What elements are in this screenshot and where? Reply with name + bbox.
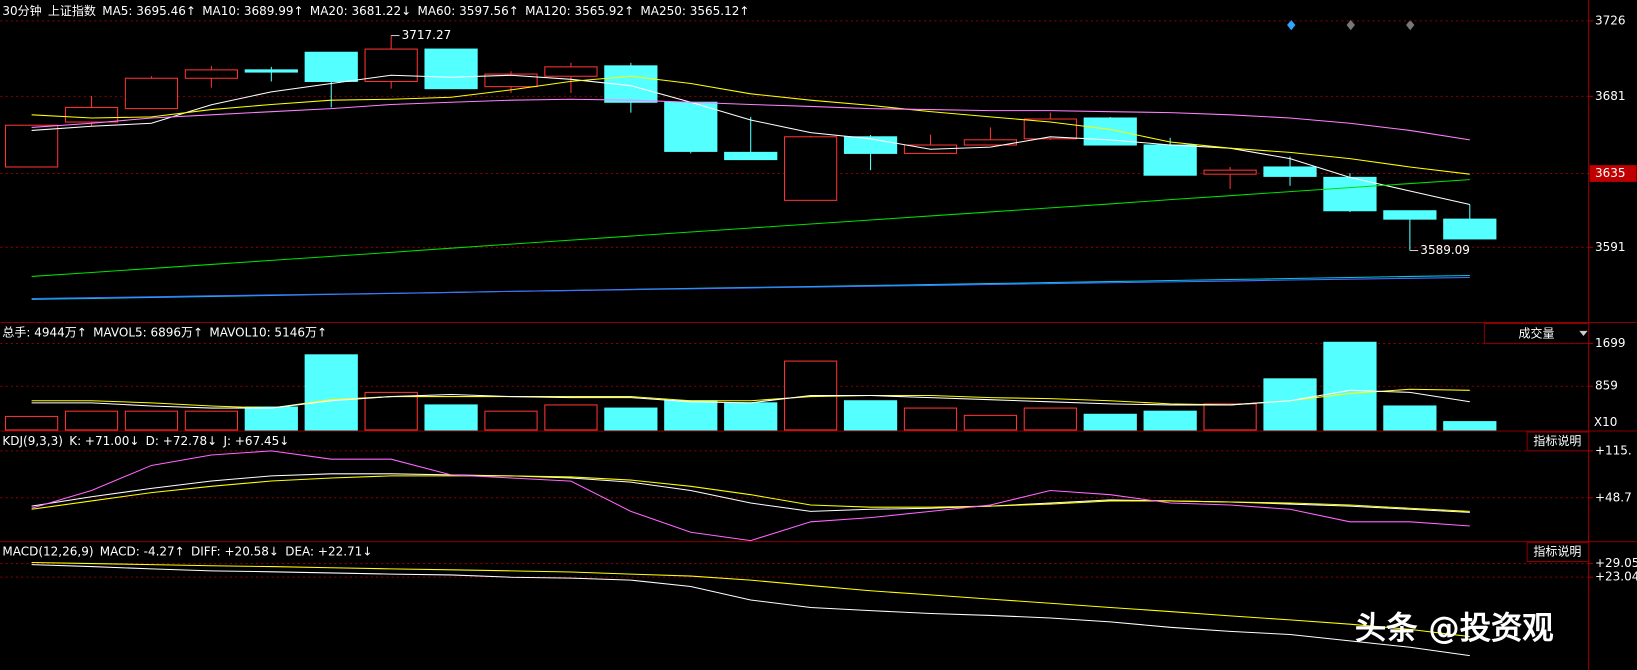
legend-entry: MAVOL5: 6896万↑ xyxy=(93,325,203,339)
volume-bar xyxy=(1203,403,1257,431)
y-tick-label: 859 xyxy=(1595,379,1618,393)
volume-bar xyxy=(1323,341,1377,431)
legend-entry: MA250: 3565.12↑ xyxy=(640,4,749,18)
volume-bar xyxy=(1443,421,1497,431)
y-tick-label: +29.05 xyxy=(1595,556,1637,570)
candle-body xyxy=(1383,210,1437,220)
legend-entry: MA60: 3597.56↑ xyxy=(417,4,518,18)
candle-body xyxy=(664,101,718,152)
indicator-line xyxy=(31,564,1470,657)
candle-body xyxy=(1083,117,1137,146)
volume-bar xyxy=(484,410,538,431)
y-tick-label: +115. xyxy=(1595,443,1632,457)
indicator-line xyxy=(31,276,1470,299)
candle-body xyxy=(484,73,538,88)
candle-body xyxy=(1443,218,1497,240)
y-tick-label: 3635 xyxy=(1595,166,1626,180)
candle-body xyxy=(124,77,179,110)
candle-body xyxy=(1203,169,1257,175)
legend-entry: MAVOL10: 5146万↑ xyxy=(209,325,327,339)
legend-entry: K: +71.00↓ xyxy=(69,434,139,448)
volume-bar xyxy=(1023,407,1077,431)
watermark: 头条 @投资观 xyxy=(1355,610,1554,646)
volume-bar xyxy=(424,404,478,431)
y-tick-label: 3726 xyxy=(1595,13,1626,27)
volume-bar xyxy=(1383,405,1437,431)
kdj-help-button[interactable]: 指标说明 xyxy=(1526,431,1590,452)
candle-body xyxy=(1143,144,1197,176)
indicator-line xyxy=(31,475,1470,512)
volume-bar xyxy=(604,407,658,431)
dropdown-label[interactable]: 成交量 xyxy=(1518,325,1554,340)
volume-bar xyxy=(1263,378,1317,431)
marker-icon xyxy=(1287,19,1296,31)
indicator-line xyxy=(31,75,1470,175)
legend-entry: DIFF: +20.58↓ xyxy=(191,545,279,559)
volume-bar xyxy=(244,406,298,431)
volume-bar xyxy=(843,400,898,431)
candle-body xyxy=(784,136,838,201)
legend-entry: MACD(12,26,9) xyxy=(2,545,93,559)
candle-body xyxy=(244,69,298,73)
annotation: 3589.09 xyxy=(1420,243,1470,257)
legend-entry: MACD: -4.27↑ xyxy=(100,545,185,559)
y-tick-label: 1699 xyxy=(1595,336,1626,350)
candle-body xyxy=(64,106,119,123)
button-label[interactable]: 指标说明 xyxy=(1533,544,1581,559)
legend-entry: J: +67.45↓ xyxy=(222,434,289,448)
macd-help-button[interactable]: 指标说明 xyxy=(1526,542,1590,562)
y-tick-label: 3681 xyxy=(1595,89,1626,103)
candle-body xyxy=(1263,166,1317,177)
volume-bar xyxy=(184,410,239,431)
indicator-line xyxy=(31,98,1470,141)
marker-icon xyxy=(1346,19,1355,31)
volume-dropdown[interactable]: 成交量 xyxy=(1483,322,1590,344)
candle-body xyxy=(724,151,778,161)
candle-body xyxy=(604,65,658,103)
candle-body xyxy=(5,124,59,168)
volume-bar xyxy=(664,400,718,431)
legend-entry: 30分钟 xyxy=(2,3,41,18)
legend-entry: MA120: 3565.92↑ xyxy=(525,4,634,18)
legend-entry: 上证指数 xyxy=(48,3,96,18)
y-tick-label: +23.04 xyxy=(1595,570,1637,584)
legend-entry: MA5: 3695.46↑ xyxy=(102,4,196,18)
candle-body xyxy=(544,66,598,77)
volume-bar xyxy=(1143,410,1197,431)
button-label[interactable]: 指标说明 xyxy=(1533,433,1581,448)
candle-body xyxy=(424,48,478,90)
volume-bar xyxy=(903,407,958,431)
volume-bar xyxy=(963,414,1018,431)
indicator-line xyxy=(31,450,1470,542)
volume-bar xyxy=(1083,413,1137,431)
volume-bar xyxy=(304,354,358,431)
y-tick-label: +48.7 xyxy=(1595,490,1632,504)
unit-label: X10 xyxy=(1594,415,1618,429)
legend-entry: MA20: 3681.22↓ xyxy=(310,4,411,18)
indicator-line xyxy=(31,561,1470,638)
indicator-line xyxy=(31,389,1470,409)
candle-body xyxy=(364,48,418,82)
legend-entry: D: +72.78↓ xyxy=(146,434,218,448)
volume-bar xyxy=(124,410,179,431)
volume-bar xyxy=(5,415,59,431)
candle-body xyxy=(184,69,239,79)
volume-bar xyxy=(724,402,778,431)
annotation: 3717.27 xyxy=(402,28,452,42)
candle-body xyxy=(304,51,358,82)
candle-body xyxy=(1323,176,1377,212)
volume-bar xyxy=(544,404,598,431)
legend-entry: MA10: 3689.99↑ xyxy=(202,4,303,18)
indicator-line xyxy=(31,179,1470,277)
volume-bar xyxy=(64,410,119,431)
volume-bar xyxy=(364,391,418,431)
y-tick-label: 3591 xyxy=(1595,240,1626,254)
legend-entry: DEA: +22.71↓ xyxy=(285,545,372,559)
current-price-box xyxy=(1589,165,1637,182)
legend-entry: KDJ(9,3,3) xyxy=(2,434,63,448)
marker-icon xyxy=(1406,19,1415,31)
legend-entry: 总手: 4944万↑ xyxy=(2,325,86,339)
